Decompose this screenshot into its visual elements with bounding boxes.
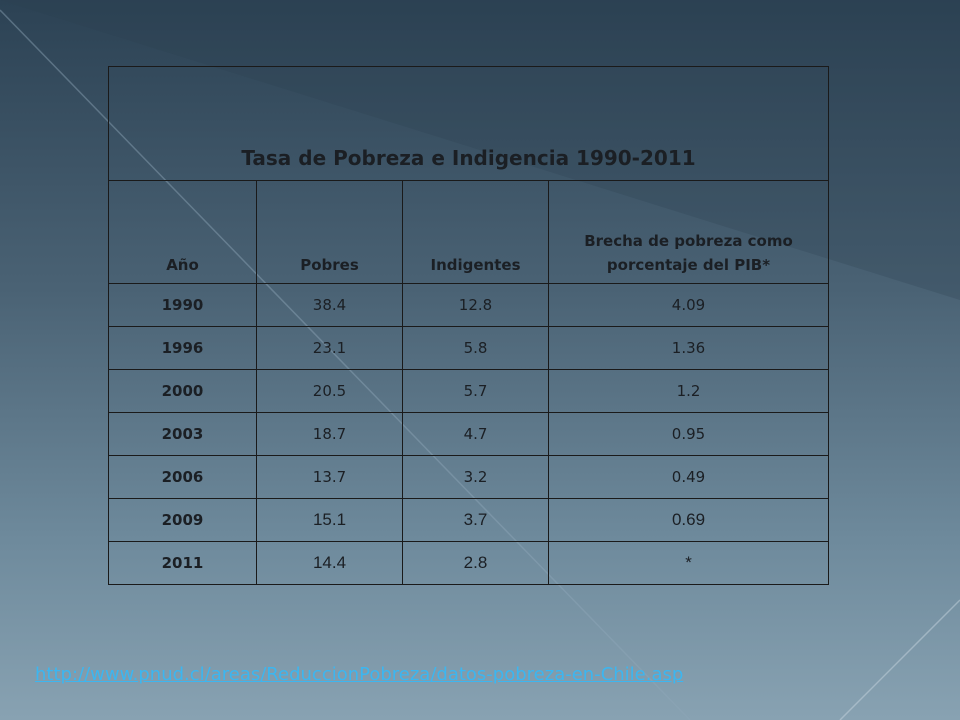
column-header: Brecha de pobreza como porcentaje del PI…	[548, 180, 829, 284]
year-cell: 1996	[108, 326, 257, 370]
year-cell: 2011	[108, 541, 257, 585]
value-cell: 1.2	[548, 369, 829, 413]
value-cell: 13.7	[256, 455, 403, 499]
value-cell: 23.1	[256, 326, 403, 370]
year-cell: 2009	[108, 498, 257, 542]
value-cell: 5.8	[402, 326, 549, 370]
value-cell: 20.5	[256, 369, 403, 413]
source-link[interactable]: http://www.pnud.cl/areas/ReduccionPobrez…	[35, 664, 684, 685]
value-cell: 0.95	[548, 412, 829, 456]
data-row: 1990 38.4 12.8 4.09	[108, 283, 829, 327]
value-cell: 12.8	[402, 283, 549, 327]
title-row: Tasa de Pobreza e Indigencia 1990-2011	[108, 66, 829, 181]
column-header: Año	[108, 180, 257, 284]
value-cell: *	[548, 541, 829, 585]
column-header: Pobres	[256, 180, 403, 284]
value-cell: 0.69	[548, 498, 829, 542]
poverty-table: Tasa de Pobreza e Indigencia 1990-2011 A…	[108, 66, 829, 585]
value-cell: 4.7	[402, 412, 549, 456]
data-row: 1996 23.1 5.8 1.36	[108, 326, 829, 370]
table-title: Tasa de Pobreza e Indigencia 1990-2011	[108, 66, 829, 181]
data-row: 2011 14.4 2.8 *	[108, 541, 829, 585]
year-cell: 2000	[108, 369, 257, 413]
value-cell: 38.4	[256, 283, 403, 327]
value-cell: 18.7	[256, 412, 403, 456]
year-cell: 2006	[108, 455, 257, 499]
column-header: Indigentes	[402, 180, 549, 284]
value-cell: 1.36	[548, 326, 829, 370]
header-row: Año Pobres Indigentes Brecha de pobreza com…	[108, 180, 829, 284]
value-cell: 0.49	[548, 455, 829, 499]
value-cell: 3.7	[402, 498, 549, 542]
year-cell: 2003	[108, 412, 257, 456]
year-cell: 1990	[108, 283, 257, 327]
diagonal-line	[839, 599, 960, 720]
value-cell: 15.1	[256, 498, 403, 542]
value-cell: 4.09	[548, 283, 829, 327]
data-row: 2009 15.1 3.7 0.69	[108, 498, 829, 542]
value-cell: 5.7	[402, 369, 549, 413]
data-row: 2006 13.7 3.2 0.49	[108, 455, 829, 499]
value-cell: 2.8	[402, 541, 549, 585]
data-row: 2000 20.5 5.7 1.2	[108, 369, 829, 413]
value-cell: 3.2	[402, 455, 549, 499]
data-row: 2003 18.7 4.7 0.95	[108, 412, 829, 456]
value-cell: 14.4	[256, 541, 403, 585]
